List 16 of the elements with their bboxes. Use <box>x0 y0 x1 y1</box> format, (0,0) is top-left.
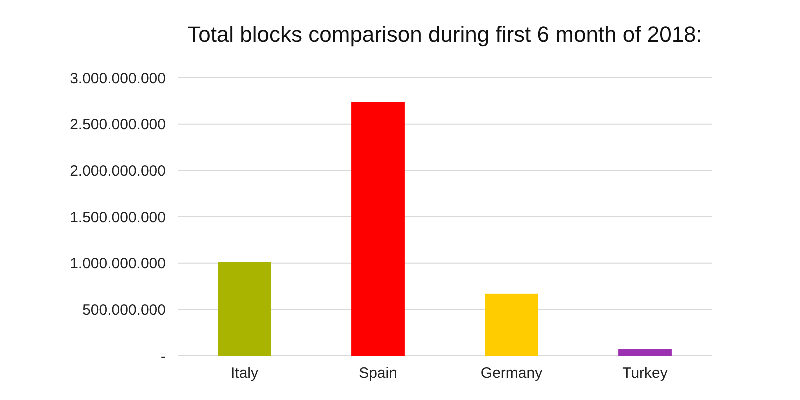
y-tick-label: 3.000.000.000 <box>70 70 166 88</box>
x-tick-label: Italy <box>230 365 259 382</box>
y-tick-label: - <box>161 348 166 366</box>
y-tick-label: 1.000.000.000 <box>70 256 166 273</box>
x-tick-label: Turkey <box>622 365 668 382</box>
y-tick-label: 1.500.000.000 <box>70 209 166 226</box>
x-tick-label: Spain <box>359 365 398 382</box>
chart-title: Total blocks comparison during first 6 month of 2018: <box>188 22 702 47</box>
y-tick-label: 2.000.000.000 <box>70 162 166 180</box>
bar <box>485 294 538 356</box>
y-tick-label: 2.500.000.000 <box>70 116 166 134</box>
bar <box>352 102 405 356</box>
bar <box>218 262 272 356</box>
y-tick-label: 500.000.000 <box>82 302 166 319</box>
bar <box>618 350 672 356</box>
x-tick-label: Germany <box>480 365 544 382</box>
